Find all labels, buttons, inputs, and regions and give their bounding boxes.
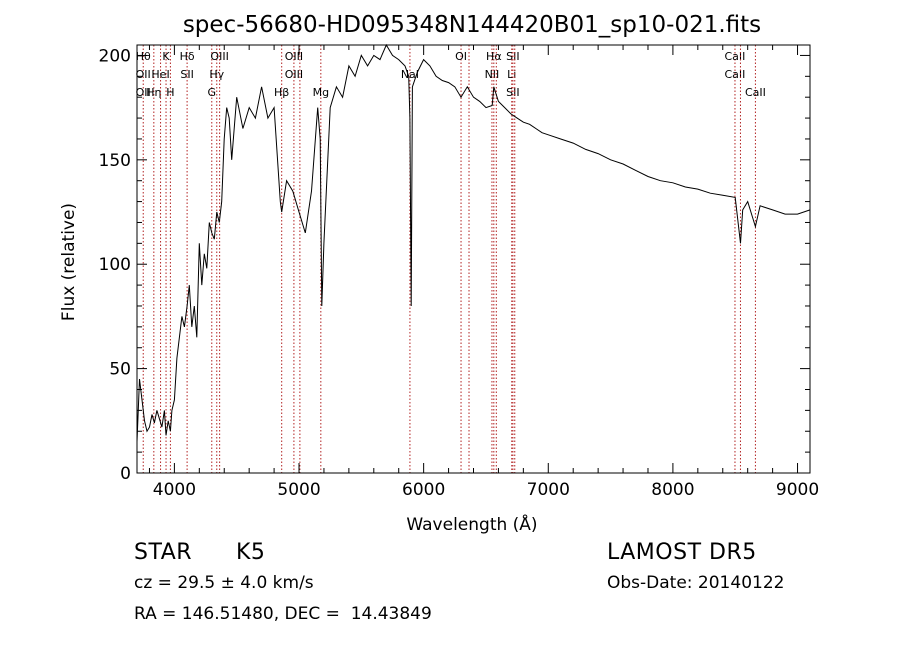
x-tick-label: 9000 — [776, 480, 819, 500]
line-marker-label: Hγ — [209, 68, 224, 81]
survey-name: LAMOST DR5 — [607, 540, 757, 565]
line-marker-label: SII — [506, 50, 519, 63]
y-tick-label: 150 — [99, 151, 131, 171]
line-marker-label: SII — [180, 68, 193, 81]
line-marker-label: OI — [455, 50, 467, 63]
y-tick-label: 50 — [109, 360, 131, 380]
line-marker-label: SII — [506, 86, 519, 99]
line-marker-label: CaII — [745, 86, 766, 99]
spectrum-line — [136, 43, 811, 442]
x-axis-label: Wavelength (Å) — [406, 513, 537, 535]
line-marker-label: Hβ — [274, 86, 289, 99]
line-marker-label: Mg — [313, 86, 329, 99]
line-marker-label: H — [166, 86, 174, 99]
plot-frame — [136, 44, 811, 474]
line-marker-label: CaII — [725, 68, 746, 81]
line-marker-label: NII — [485, 68, 500, 81]
coordinates-text: RA = 146.51480, DEC = 14.43849 — [134, 604, 432, 624]
line-marker-label: CaII — [725, 50, 746, 63]
x-tick-label: 4000 — [153, 480, 196, 500]
line-marker-label: OII — [136, 86, 151, 99]
line-marker-label: G — [208, 86, 217, 99]
line-marker-label: K — [162, 50, 170, 63]
line-marker-label: OII — [136, 68, 151, 81]
line-markers: HθOIIOIIHηHeIKHHδSIIGHγOIIIHβOIIIOIIIMgN… — [136, 45, 766, 473]
y-tick-label: 200 — [99, 46, 131, 66]
subclass: K5 — [236, 540, 266, 565]
chart-title: spec-56680-HD095348N144420B01_sp10-021.f… — [183, 12, 761, 38]
line-marker-label: OIII — [285, 50, 303, 63]
y-axis-label: Flux (relative) — [59, 203, 79, 321]
y-tick-label: 0 — [120, 464, 131, 484]
obs-date: Obs-Date: 20140122 — [607, 573, 785, 593]
x-tick-label: 7000 — [527, 480, 570, 500]
object-type: STAR — [134, 540, 193, 565]
redshift-text: cz = 29.5 ± 4.0 km/s — [134, 573, 314, 593]
line-marker-label: Hη — [146, 86, 161, 99]
line-marker-label: OIII — [285, 68, 303, 81]
line-marker-label: Hα — [486, 50, 502, 63]
x-tick-label: 6000 — [402, 480, 445, 500]
x-tick-label: 5000 — [277, 480, 320, 500]
line-marker-label: OIII — [210, 50, 228, 63]
line-marker-label: Li — [507, 68, 516, 81]
line-marker-label: NaI — [401, 68, 419, 81]
y-tick-label: 100 — [99, 255, 131, 275]
line-marker-label: Hδ — [180, 50, 195, 63]
axes: 4000 5000 6000 7000 8000 9000 0 50 100 150 200 — [99, 45, 819, 500]
x-tick-label: 8000 — [651, 480, 694, 500]
line-marker-label: HeI — [151, 68, 169, 81]
line-marker-label: Hθ — [136, 50, 151, 63]
